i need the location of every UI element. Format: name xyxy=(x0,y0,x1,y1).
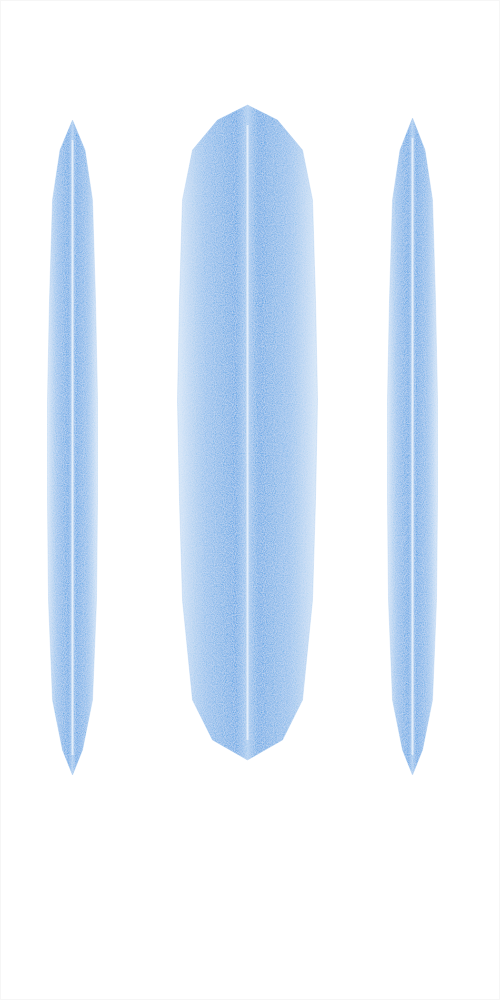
violin-body xyxy=(388,118,438,775)
plot-frame xyxy=(1,1,500,1000)
violins xyxy=(48,105,438,775)
chart xyxy=(0,0,500,1000)
violin-body xyxy=(48,120,98,775)
violin-body xyxy=(178,105,318,760)
violin-center-line xyxy=(412,138,414,755)
violin-center-line xyxy=(247,125,249,740)
violin-center-line xyxy=(72,140,74,755)
